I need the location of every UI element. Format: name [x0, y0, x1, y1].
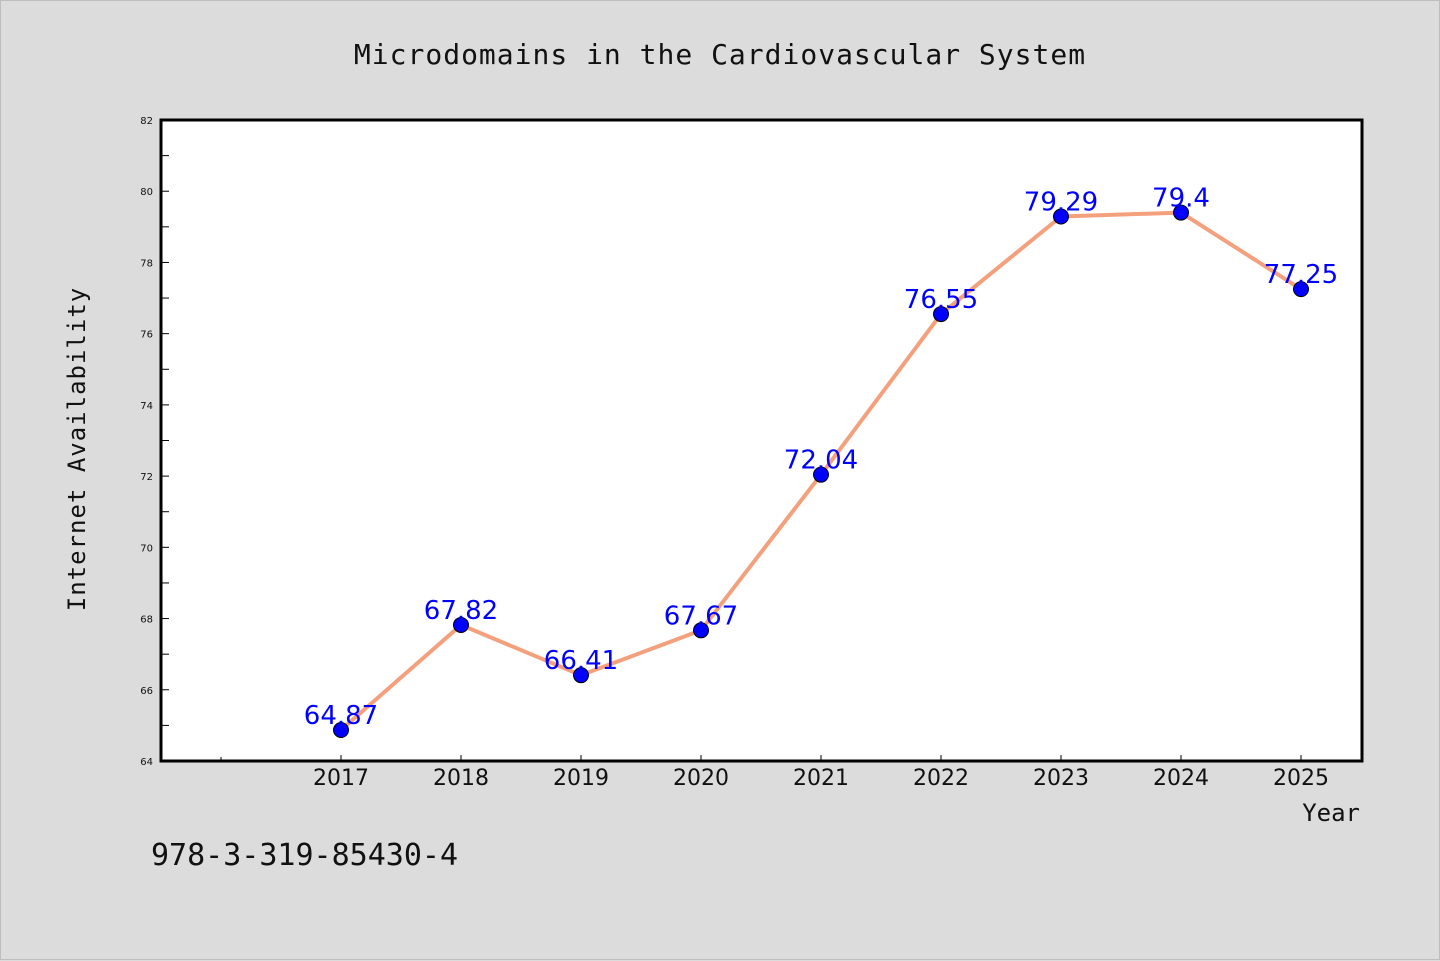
y-tick-label: 76 [140, 330, 153, 341]
y-tick-label: 64 [140, 757, 153, 768]
data-markers [333, 204, 1309, 739]
chart-title: Microdomains in the Cardiovascular Syste… [354, 38, 1086, 71]
data-label: 79.29 [1024, 188, 1098, 218]
x-tick-label: 2022 [913, 766, 969, 791]
data-label: 76.55 [904, 285, 978, 315]
y-tick-label: 72 [140, 472, 153, 483]
y-tick-label: 66 [140, 686, 153, 697]
data-point [1173, 204, 1189, 221]
data-label: 79.4 [1152, 184, 1210, 214]
data-labels: 64.87 67.82 66.41 67.67 72.04 76.55 79.29 79.4 7… [304, 184, 1338, 731]
y-axis: 64 66 68 70 72 74 76 78 80 82 [140, 116, 169, 768]
x-tick-label: 2023 [1033, 766, 1089, 791]
data-point [573, 667, 589, 684]
data-point [1293, 281, 1309, 298]
data-label: 77.25 [1264, 260, 1338, 290]
data-label: 64.87 [304, 701, 378, 731]
y-tick-label: 78 [140, 258, 153, 269]
x-tick-label: 2021 [793, 766, 849, 791]
data-label: 67.67 [664, 601, 738, 631]
x-tick-label: 2020 [673, 766, 729, 791]
y-tick-label: 70 [140, 543, 153, 554]
y-tick-label: 74 [140, 401, 153, 412]
data-point [1053, 208, 1069, 225]
footer-code: 978-3-319-85430-4 [151, 838, 458, 873]
data-point [333, 722, 349, 739]
data-label: 66.41 [544, 646, 618, 676]
data-point [453, 616, 469, 633]
data-point [933, 306, 949, 323]
data-label: 67.82 [424, 596, 498, 626]
x-axis-label: Year [1302, 799, 1360, 827]
data-point [693, 622, 709, 639]
x-tick-label: 2018 [433, 766, 489, 791]
plot-area [159, 118, 1364, 763]
x-tick-label: 2025 [1273, 766, 1329, 791]
x-axis: 2017 2018 2019 2020 2021 2022 2023 2024 2025 [220, 755, 1329, 791]
x-tick-label: 2017 [313, 766, 369, 791]
y-axis-label: Internet Availability [63, 287, 91, 611]
data-label: 72.04 [784, 446, 858, 476]
x-tick-label: 2024 [1153, 766, 1209, 791]
data-point [813, 466, 829, 483]
y-tick-label: 80 [140, 187, 153, 198]
x-tick-label: 2019 [553, 766, 609, 791]
y-tick-label: 68 [140, 615, 153, 626]
y-tick-label: 82 [140, 116, 153, 127]
